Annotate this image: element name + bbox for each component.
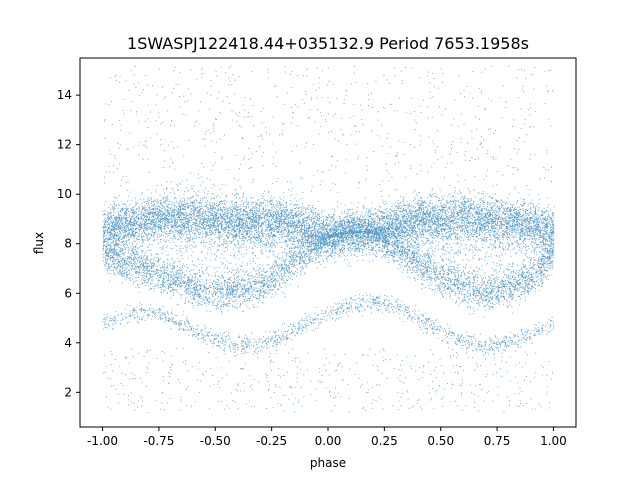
x-axis-label: phase [310,456,346,470]
x-tick-label: 0.75 [484,434,511,448]
x-tick-label: 0.50 [427,434,454,448]
x-tick-label: 0.25 [371,434,398,448]
scatter-points [102,65,555,413]
x-tick-label: -1.00 [87,434,118,448]
x-tick-label: -0.75 [143,434,174,448]
y-tick-label: 8 [64,237,72,251]
y-tick-label: 10 [57,187,72,201]
scatter-point-cloud [102,65,555,413]
y-tick-label: 14 [57,88,72,102]
y-tick-label: 4 [64,336,72,350]
x-tick-label: -0.25 [256,434,287,448]
y-axis: 2 4 6 8 10 12 14 [57,88,80,399]
y-axis-label: flux [32,232,46,254]
plot-area [102,65,555,413]
y-tick-label: 12 [57,138,72,152]
x-axis: -1.00 -0.75 -0.50 -0.25 0.00 0.25 0.50 0.75 1.00 [87,427,567,448]
x-tick-label: -0.50 [200,434,231,448]
y-tick-label: 2 [64,385,72,399]
chart-title: 1SWASPJ122418.44+035132.9 Period 7653.19… [127,34,529,53]
y-tick-label: 6 [64,286,72,300]
x-tick-label: 0.00 [315,434,342,448]
x-tick-label: 1.00 [540,434,567,448]
